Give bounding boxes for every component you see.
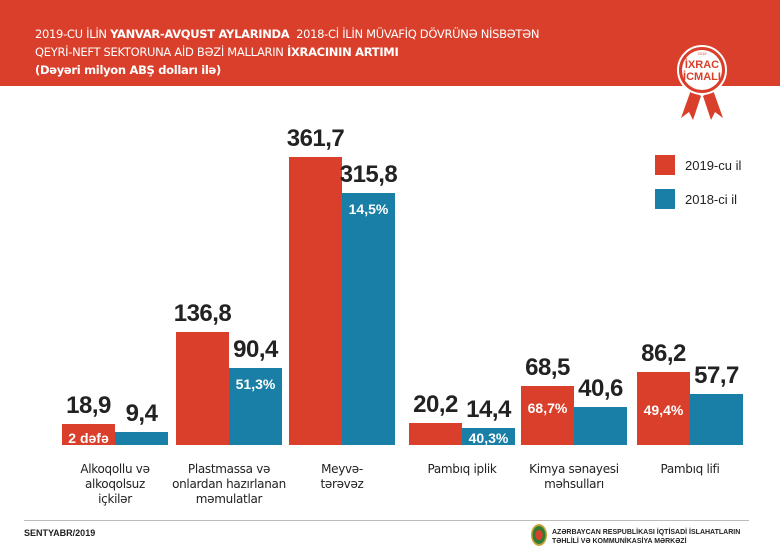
title-text: 2018-Cİ İLİN MÜVAFİQ DÖVRÜNƏ NİSBƏTƏN <box>289 27 540 41</box>
bar-2018 <box>229 368 282 445</box>
legend-swatch <box>655 189 675 209</box>
legend-swatch <box>655 155 675 175</box>
category-label: Alkoqollu və alkoqolsuz içkilər <box>45 462 185 507</box>
footer-divider <box>24 520 749 521</box>
data-label: 9,4 <box>125 399 158 427</box>
growth-label: 2 dəfə <box>68 430 109 447</box>
bar-2018 <box>342 192 395 445</box>
chart-subtitle: (Dəyəri milyon ABŞ dolları ilə) <box>35 63 221 77</box>
header-banner: 2019-CU İLİN YANVAR-AVQUST AYLARINDA 201… <box>0 0 780 86</box>
growth-label: 51,3% <box>235 376 276 393</box>
bar-2018 <box>462 427 515 445</box>
bar-2018 <box>690 393 743 445</box>
growth-label: 49,4% <box>643 401 684 418</box>
legend: 2019-cu il 2018-ci il <box>655 155 741 223</box>
title-text: 2019-CU İLİN <box>35 27 111 41</box>
title-text-bold: YANVAR-AVQUST AYLARINDA <box>110 27 290 41</box>
data-label: 20,2 <box>413 391 458 419</box>
category-label-line: Meyvə- <box>321 462 363 476</box>
category-label-line: onlardan hazırlanan <box>172 477 286 491</box>
growth-label: 68,7% <box>527 399 568 416</box>
bar-2019 <box>289 156 342 445</box>
data-label: 14,4 <box>466 395 511 423</box>
data-label: 361,7 <box>286 124 345 152</box>
legend-item-2018: 2018-ci il <box>655 189 741 209</box>
data-label: 68,5 <box>525 353 570 381</box>
data-label: 18,9 <box>66 392 111 420</box>
bar-2019 <box>62 424 115 445</box>
footer-date: SENTYABR/2019 <box>24 528 96 538</box>
bar-2019 <box>409 423 462 445</box>
bar-2019 <box>176 332 229 445</box>
data-label: 315,8 <box>339 160 398 188</box>
category-label-line: Alkoqollu və <box>80 462 150 476</box>
org-line: AZƏRBAYCAN RESPUBLİKASI İQTİSADİ İSLAHAT… <box>552 529 741 536</box>
footer-organization: AZƏRBAYCAN RESPUBLİKASI İQTİSADİ İSLAHAT… <box>552 528 740 546</box>
category-label-line: alkoqolsuz <box>84 477 145 491</box>
category-label-line: Pambıq lifi <box>660 462 720 476</box>
category-label-line: Kimya sənayesi <box>529 462 619 476</box>
legend-label: 2018-ci il <box>685 191 738 207</box>
svg-text:2019: 2019 <box>698 51 708 56</box>
bar-2018 <box>115 431 168 445</box>
legend-item-2019: 2019-cu il <box>655 155 741 175</box>
bar-2018 <box>574 407 627 445</box>
svg-text:İCMALI: İCMALI <box>683 70 721 83</box>
category-label: Meyvə-tərəvəz <box>272 462 412 492</box>
data-label: 57,7 <box>694 361 739 389</box>
growth-label: 40,3% <box>468 429 509 446</box>
data-label: 90,4 <box>233 336 278 364</box>
chart-title: 2019-CU İLİN YANVAR-AVQUST AYLARINDA 201… <box>35 25 540 79</box>
bar-2019 <box>637 371 690 445</box>
category-label-line: məhsulları <box>544 477 604 491</box>
title-text-bold: İXRACININ ARTIMI <box>286 45 399 59</box>
category-label: Pambıq iplik <box>392 462 532 477</box>
data-label: 136,8 <box>173 300 232 328</box>
category-label-line: Pambıq iplik <box>427 462 497 476</box>
legend-label: 2019-cu il <box>685 157 742 173</box>
svg-text:İXRAC: İXRAC <box>685 58 719 71</box>
category-label-line: içkilər <box>98 492 132 506</box>
category-label-line: Plastmassa və <box>187 462 271 476</box>
bar-2019 <box>521 385 574 445</box>
category-label: Pambıq lifi <box>620 462 760 477</box>
data-label: 86,2 <box>641 339 686 367</box>
data-label: 40,6 <box>578 375 623 403</box>
title-text: QEYRİ-NEFT SEKTORUNA AİD BƏZİ MALLARIN <box>35 45 287 59</box>
coat-of-arms-icon <box>531 524 547 546</box>
growth-label: 14,5% <box>348 200 389 217</box>
category-label-line: tərəvəz <box>320 477 364 491</box>
category-label-line: məmulatlar <box>195 492 263 506</box>
category-label: Plastmassa və onlardan hazırlanan məmulatl… <box>159 462 299 507</box>
ixrac-icmali-badge-icon: 2019 İXRAC İCMALI <box>677 45 727 120</box>
category-label: Kimya sənayesi məhsulları <box>504 462 644 492</box>
org-line: TƏHLİLİ VƏ KOMMUNİKASİYA MƏRKƏZİ <box>552 538 687 545</box>
